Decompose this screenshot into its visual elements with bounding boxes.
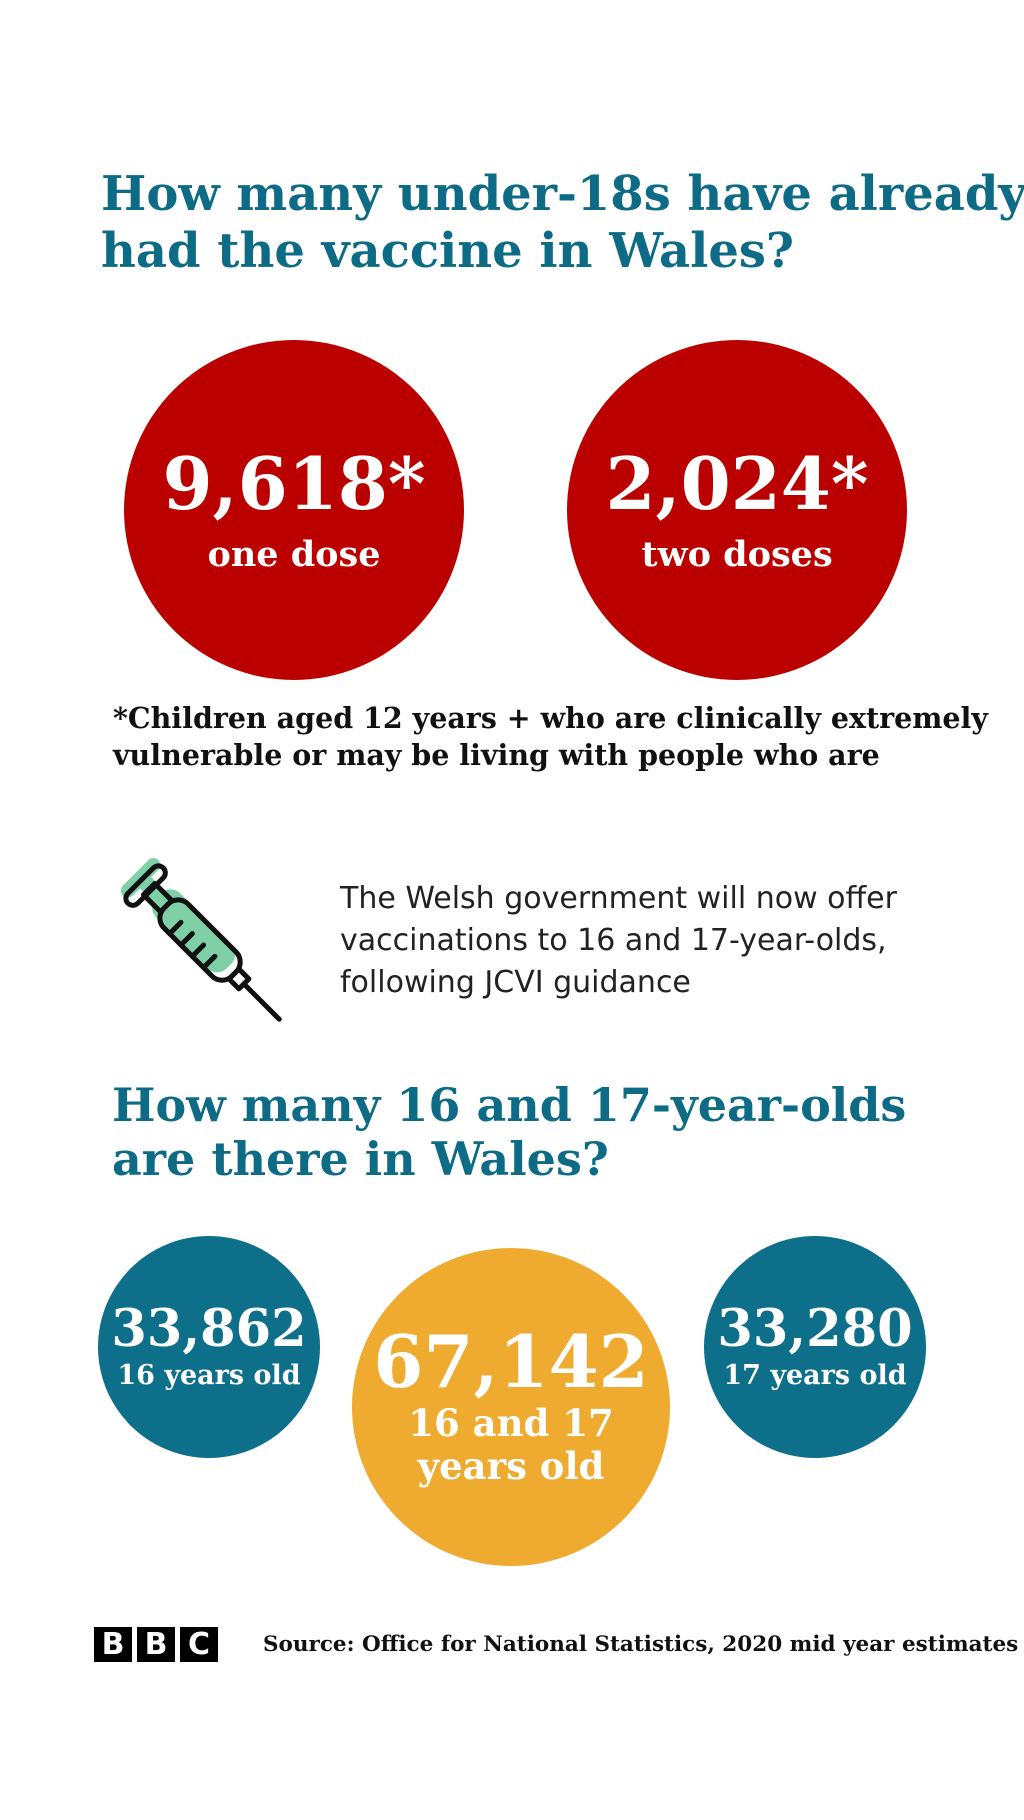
age-17-label: 17 years old bbox=[723, 1360, 907, 1392]
section-title: How many 16 and 17-year-olds are there i… bbox=[112, 1078, 906, 1187]
two-doses-value: 2,024* bbox=[605, 440, 869, 526]
age-17-circle: 33,280 17 years old bbox=[704, 1236, 926, 1458]
bbc-logo-letter-2: B bbox=[137, 1627, 175, 1662]
one-dose-value: 9,618* bbox=[162, 440, 426, 526]
footnote-line-2: vulnerable or may be living with people … bbox=[113, 738, 880, 773]
total-label: 16 and 17 years old bbox=[408, 1402, 614, 1487]
bbc-logo-letter-3: C bbox=[180, 1627, 218, 1662]
announcement-line-2: vaccinations to 16 and 17-year-olds, bbox=[340, 923, 887, 958]
total-circle: 67,142 16 and 17 years old bbox=[352, 1248, 670, 1566]
total-label-line-2: years old bbox=[417, 1444, 605, 1488]
page-title: How many under-18s have already had the … bbox=[101, 166, 1024, 279]
two-doses-label: two doses bbox=[641, 533, 833, 575]
syringe-icon bbox=[120, 858, 282, 1022]
age-16-label: 16 years old bbox=[117, 1360, 301, 1392]
announcement-text: The Welsh government will now offer vacc… bbox=[340, 878, 897, 1004]
one-dose-circle: 9,618* one dose bbox=[124, 340, 464, 680]
footnote-line-1: *Children aged 12 years + who are clinic… bbox=[113, 701, 988, 735]
two-doses-circle: 2,024* two doses bbox=[567, 340, 907, 680]
page-title-line-2: had the vaccine in Wales? bbox=[101, 222, 795, 279]
bbc-logo-letter-1: B bbox=[94, 1627, 132, 1662]
announcement-line-1: The Welsh government will now offer bbox=[340, 881, 897, 916]
age-16-value: 33,862 bbox=[111, 1298, 307, 1359]
announcement-line-3: following JCVI guidance bbox=[340, 965, 691, 1000]
footnote: *Children aged 12 years + who are clinic… bbox=[113, 700, 988, 774]
section-title-line-1: How many 16 and 17-year-olds bbox=[112, 1078, 907, 1132]
age-16-circle: 33,862 16 years old bbox=[98, 1236, 320, 1458]
total-label-line-1: 16 and 17 bbox=[408, 1401, 614, 1446]
age-17-value: 33,280 bbox=[717, 1298, 913, 1359]
page-title-line-1: How many under-18s have already bbox=[101, 166, 1024, 222]
total-value: 67,142 bbox=[373, 1319, 649, 1405]
bbc-logo: B B C bbox=[94, 1627, 218, 1662]
one-dose-label: one dose bbox=[207, 533, 381, 575]
source-note: Source: Office for National Statistics, … bbox=[263, 1632, 1019, 1657]
section-title-line-2: are there in Wales? bbox=[112, 1132, 609, 1187]
